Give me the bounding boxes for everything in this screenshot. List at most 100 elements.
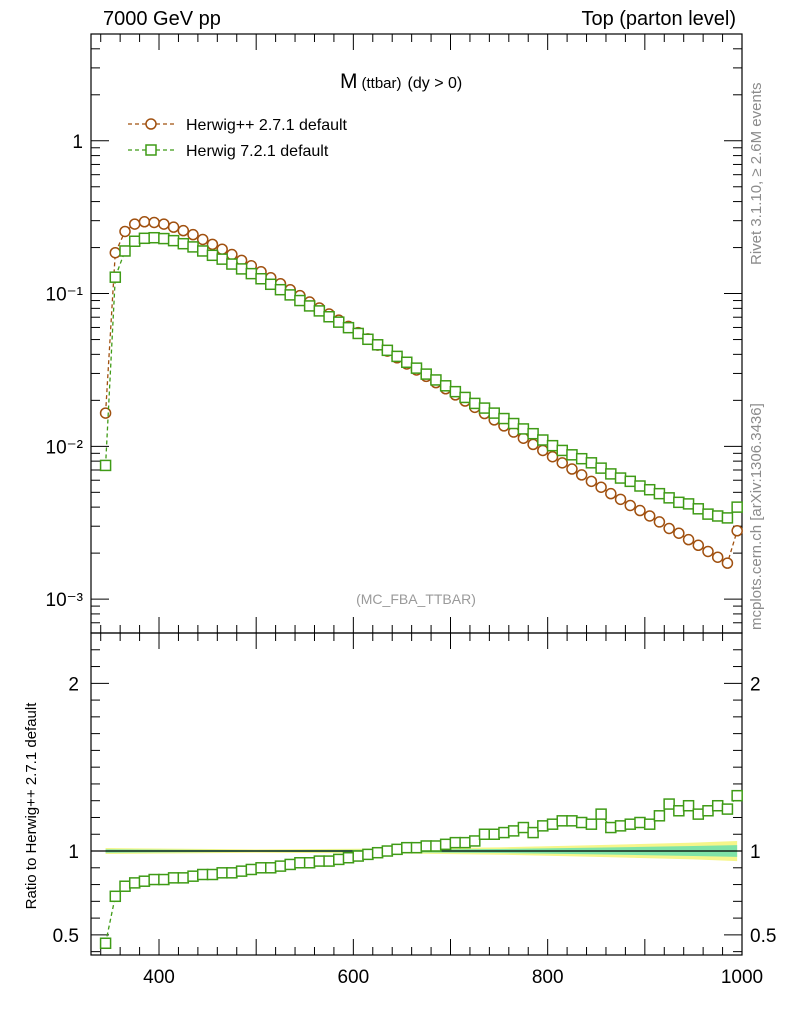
data-point-square	[274, 283, 287, 296]
ratio-data-point	[381, 845, 394, 857]
data-point-circle	[148, 216, 160, 229]
data-point-square	[167, 234, 180, 247]
data-point-circle	[187, 228, 199, 241]
ratio-data-point	[294, 857, 306, 869]
data-point-square	[265, 278, 277, 291]
data-point-circle	[673, 527, 685, 539]
ratio-data-point	[692, 808, 705, 820]
legend-label-0: Herwig++ 2.7.1 default	[186, 117, 348, 134]
data-point-square	[556, 444, 568, 457]
data-point-circle	[556, 457, 568, 469]
data-point-circle	[128, 218, 141, 230]
ratio-data-point	[507, 825, 520, 837]
data-point-square	[303, 300, 316, 312]
data-point-square	[498, 412, 510, 425]
data-point-circle	[711, 551, 724, 563]
ratio-data-point	[537, 820, 549, 832]
ratio-data-point	[206, 868, 219, 881]
data-point-circle	[585, 475, 598, 488]
data-point-circle	[692, 539, 705, 552]
header-left: 7000 GeV pp	[103, 8, 221, 30]
ratio-data-point	[575, 816, 588, 829]
ratio-data-point	[391, 843, 403, 856]
ratio-data-point	[371, 846, 384, 859]
data-point-square	[284, 289, 296, 301]
data-point-circle	[537, 444, 549, 457]
data-point-square	[352, 327, 364, 340]
data-point-circle	[196, 233, 209, 246]
ratio-y-axis-label: Ratio to Herwig++ 2.7.1 default	[23, 702, 40, 910]
data-point-square	[721, 512, 734, 524]
ratio-data-point	[265, 862, 277, 874]
analysis-watermark: (MC_FBA_TTBAR)	[356, 591, 476, 607]
data-point-square	[566, 449, 578, 461]
main-panel: 1 10⁻¹ 10⁻² 10⁻³ M (ttbar) (dy > 0) (MC_FBA_TTB…	[46, 33, 743, 634]
data-point-square	[362, 333, 374, 346]
data-point-square	[702, 508, 714, 520]
data-point-circle	[595, 481, 607, 493]
ratio-data-point	[333, 853, 345, 866]
ratio-data-point	[313, 855, 326, 867]
x-tick-label: 800	[532, 967, 564, 988]
data-point-square	[177, 237, 190, 250]
ratio-data-point	[488, 828, 500, 840]
data-point-circle	[614, 493, 627, 506]
data-point-square	[196, 245, 209, 257]
data-point-square	[420, 368, 432, 380]
ratio-data-point	[498, 826, 510, 839]
data-point-square	[119, 245, 131, 257]
ratio-data-point	[556, 815, 568, 827]
data-point-square	[673, 496, 685, 509]
ratio-data-point	[439, 838, 452, 851]
ratio-data-point	[527, 826, 539, 839]
ratio-data-point	[410, 841, 423, 854]
data-point-square	[585, 457, 598, 469]
ratio-frame	[90, 632, 743, 956]
x-tick-label: 400	[143, 967, 175, 988]
plot-title: M (ttbar) (dy > 0)	[340, 70, 462, 93]
data-point-circle	[226, 248, 238, 261]
data-point-circle	[206, 238, 219, 251]
data-point-square	[381, 344, 394, 357]
data-point-square	[109, 271, 122, 283]
data-point-circle	[702, 545, 714, 558]
data-point-circle	[119, 225, 131, 238]
y-tick-label-main: 10⁻¹	[46, 285, 84, 306]
ratio-data-point	[216, 867, 228, 879]
data-point-square	[614, 472, 627, 484]
ratio-data-point	[255, 862, 267, 874]
data-point-square	[313, 305, 326, 317]
ratio-y-tick-label-left: 0.5	[53, 926, 79, 947]
ratio-data-point	[585, 818, 598, 830]
data-point-circle	[546, 450, 559, 463]
ratio-data-point	[673, 805, 685, 817]
ratio-data-point	[138, 875, 151, 887]
data-point-circle	[177, 224, 190, 237]
ratio-data-point	[128, 877, 141, 889]
data-point-circle	[643, 510, 656, 522]
ratio-data-point	[167, 872, 180, 884]
ratio-data-point	[196, 868, 209, 881]
data-point-circle	[624, 499, 637, 512]
data-point-square	[391, 350, 403, 363]
ratio-data-point	[362, 848, 374, 861]
data-point-square	[401, 356, 413, 369]
data-point-square	[128, 235, 141, 247]
data-point-square	[575, 452, 588, 465]
data-point-square	[148, 231, 160, 244]
data-point-square	[226, 258, 238, 270]
data-point-square	[430, 374, 442, 386]
ratio-data-point	[459, 836, 471, 849]
ratio-data-point	[352, 850, 364, 862]
ratio-y-tick-label-right: 1	[750, 842, 761, 863]
ratio-data-point	[595, 808, 607, 820]
data-point-square	[507, 417, 520, 430]
ratio-data-point	[187, 870, 199, 882]
ratio-data-point	[653, 810, 666, 822]
data-point-square	[634, 480, 646, 492]
data-point-square	[643, 483, 656, 496]
ratio-data-point	[430, 840, 442, 852]
data-point-circle	[109, 246, 122, 259]
ratio-data-point	[546, 818, 559, 830]
